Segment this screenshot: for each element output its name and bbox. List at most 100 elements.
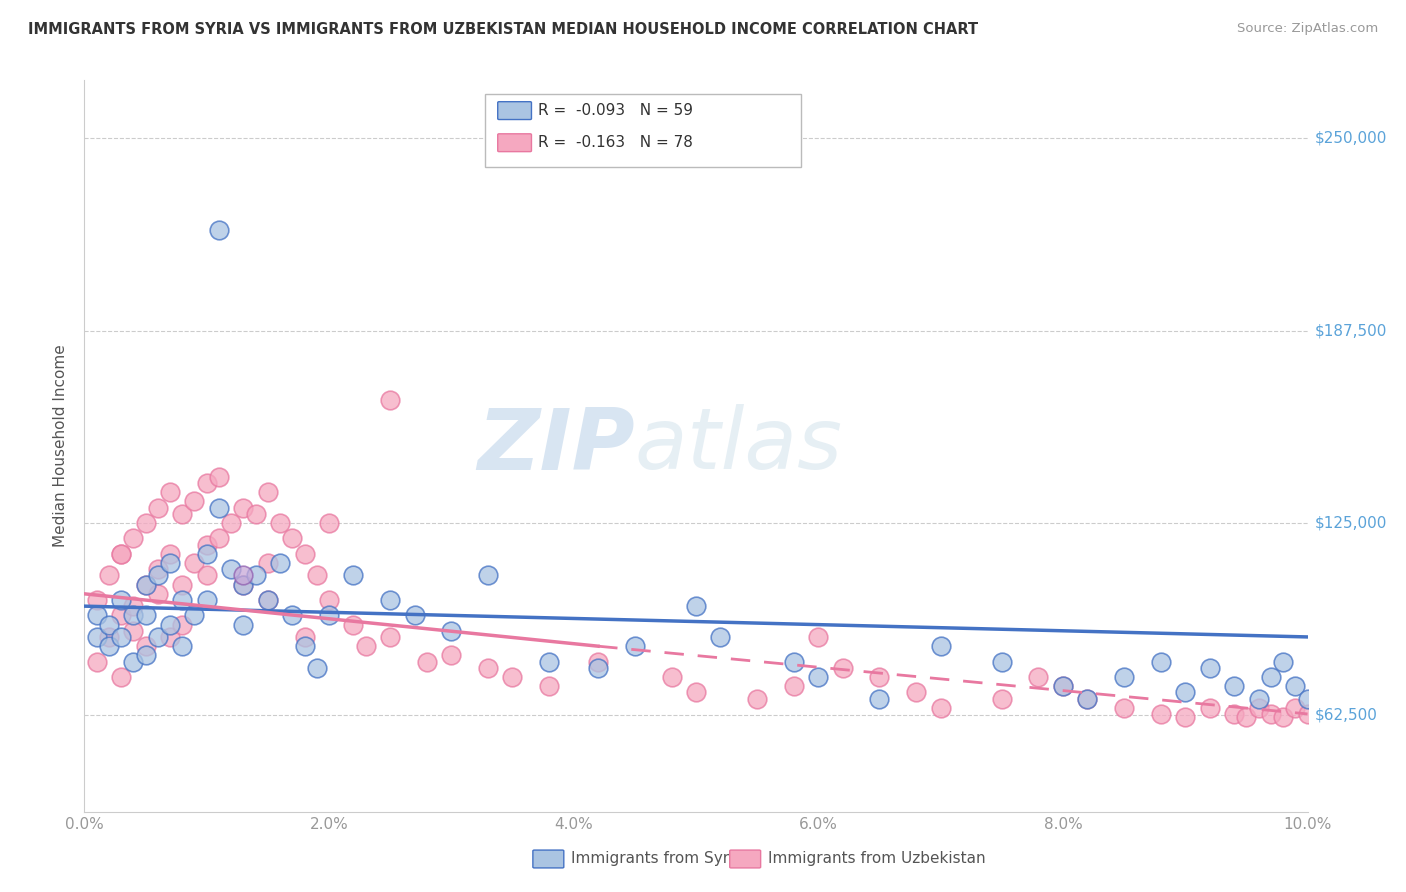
Point: [342, 568, 364, 582]
Point: [208, 532, 231, 546]
Point: [685, 685, 707, 699]
Y-axis label: Median Household Income: Median Household Income: [53, 344, 69, 548]
Point: [1114, 670, 1136, 684]
Point: [232, 617, 254, 632]
Point: [110, 608, 132, 623]
Point: [172, 639, 194, 653]
Point: [172, 507, 194, 521]
Point: [97, 639, 120, 653]
Point: [245, 568, 267, 582]
Point: [318, 608, 340, 623]
Point: [624, 639, 647, 653]
Point: [305, 661, 328, 675]
Point: [219, 562, 242, 576]
Point: [159, 485, 181, 500]
Point: [586, 655, 609, 669]
Text: atlas: atlas: [636, 404, 842, 488]
Point: [122, 599, 145, 614]
Point: [538, 655, 561, 669]
Point: [159, 556, 181, 570]
Point: [1284, 679, 1306, 693]
Point: [146, 562, 169, 576]
Point: [172, 617, 194, 632]
Point: [208, 470, 231, 484]
Point: [97, 617, 120, 632]
Point: [747, 691, 769, 706]
Point: [1052, 679, 1074, 693]
Point: [1150, 655, 1173, 669]
Point: [159, 617, 181, 632]
Text: Immigrants from Uzbekistan: Immigrants from Uzbekistan: [768, 852, 986, 866]
Point: [1076, 691, 1098, 706]
Point: [146, 568, 169, 582]
Point: [1174, 710, 1197, 724]
Text: $187,500: $187,500: [1315, 323, 1386, 338]
Point: [305, 568, 328, 582]
Point: [294, 639, 316, 653]
Text: $125,000: $125,000: [1315, 516, 1386, 531]
Point: [783, 655, 806, 669]
Point: [183, 608, 205, 623]
Point: [1296, 706, 1319, 721]
Point: [257, 593, 280, 607]
Point: [477, 661, 499, 675]
Point: [122, 608, 145, 623]
Point: [195, 537, 218, 551]
Point: [869, 691, 891, 706]
Point: [807, 670, 830, 684]
Point: [1247, 691, 1270, 706]
Point: [172, 593, 194, 607]
Text: $62,500: $62,500: [1315, 708, 1378, 723]
Point: [110, 593, 132, 607]
Point: [783, 679, 806, 693]
Point: [1052, 679, 1074, 693]
Point: [86, 608, 108, 623]
Point: [281, 608, 304, 623]
Point: [1223, 679, 1246, 693]
Point: [1272, 655, 1295, 669]
Point: [1284, 700, 1306, 714]
Point: [1223, 706, 1246, 721]
Point: [122, 624, 145, 638]
Point: [195, 475, 218, 490]
Point: [208, 223, 231, 237]
Point: [380, 392, 402, 407]
Point: [135, 608, 157, 623]
Point: [97, 630, 120, 644]
Point: [172, 577, 194, 591]
Point: [929, 639, 952, 653]
Point: [1296, 691, 1319, 706]
Point: [404, 608, 426, 623]
Point: [342, 617, 364, 632]
Point: [1198, 661, 1220, 675]
Point: [135, 639, 157, 653]
Point: [159, 630, 181, 644]
Point: [232, 568, 254, 582]
Point: [146, 587, 169, 601]
Point: [159, 547, 181, 561]
Point: [110, 670, 132, 684]
Point: [661, 670, 683, 684]
Text: ZIP: ZIP: [477, 404, 636, 488]
Point: [1174, 685, 1197, 699]
Point: [1114, 700, 1136, 714]
Point: [86, 655, 108, 669]
Point: [195, 568, 218, 582]
Point: [380, 630, 402, 644]
Point: [538, 679, 561, 693]
Text: R =  -0.093   N = 59: R = -0.093 N = 59: [538, 103, 693, 118]
Point: [1076, 691, 1098, 706]
Point: [869, 670, 891, 684]
Point: [135, 648, 157, 663]
Point: [380, 593, 402, 607]
Point: [269, 556, 291, 570]
Point: [281, 532, 304, 546]
Point: [354, 639, 377, 653]
Point: [219, 516, 242, 530]
Point: [97, 568, 120, 582]
Point: [1234, 710, 1257, 724]
Point: [232, 577, 254, 591]
Point: [1260, 706, 1282, 721]
Point: [586, 661, 609, 675]
Text: IMMIGRANTS FROM SYRIA VS IMMIGRANTS FROM UZBEKISTAN MEDIAN HOUSEHOLD INCOME CORR: IMMIGRANTS FROM SYRIA VS IMMIGRANTS FROM…: [28, 22, 979, 37]
